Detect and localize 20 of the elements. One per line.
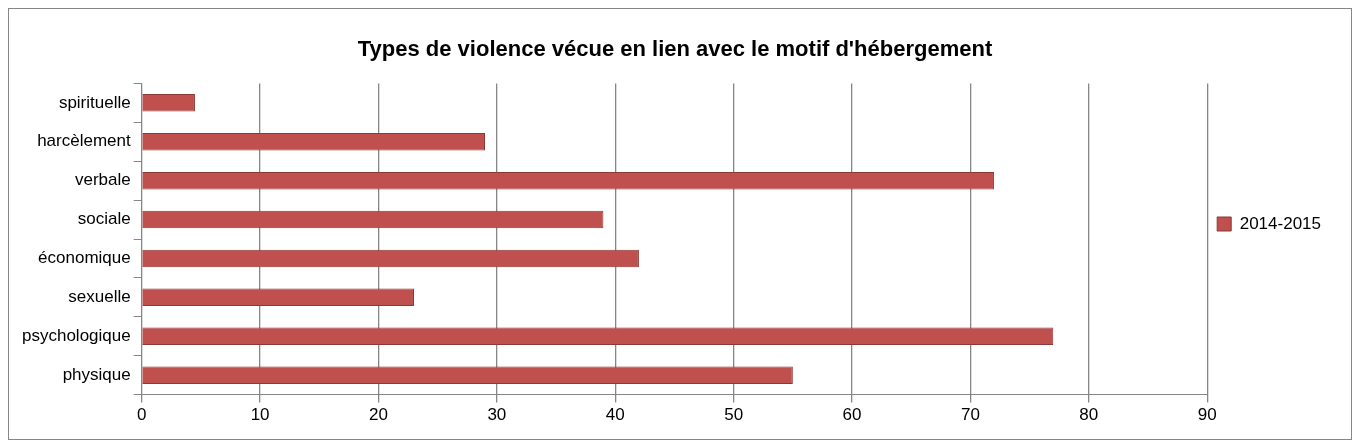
x-tick-label: 90 (1197, 405, 1217, 425)
y-tick-label: sexuelle (68, 287, 131, 307)
y-tick-label: harcèlement (37, 131, 131, 151)
y-tick-label: psychologique (21, 325, 131, 345)
x-tick-label: 20 (369, 405, 388, 425)
legend-label: 2014-2015 (1239, 213, 1322, 233)
y-tick-label: verbale (74, 170, 131, 190)
x-tick-label: 10 (250, 405, 270, 425)
y-tick-label: spirituelle (58, 92, 131, 112)
x-tick-label: 0 (136, 405, 147, 425)
x-tick-label: 60 (842, 405, 862, 425)
x-tick-label: 80 (1079, 405, 1099, 425)
x-tick-label: 30 (487, 405, 507, 425)
x-tick-label: 70 (960, 405, 980, 425)
x-tick-label: 50 (724, 405, 744, 425)
y-tick-label: économique (38, 248, 131, 268)
x-tick-label: 40 (605, 405, 625, 425)
chart-title: Types de violence vécue en lien avec le motif d'hébergement (357, 36, 993, 62)
y-tick-label: physique (62, 364, 131, 384)
y-tick-label: sociale (77, 209, 131, 229)
